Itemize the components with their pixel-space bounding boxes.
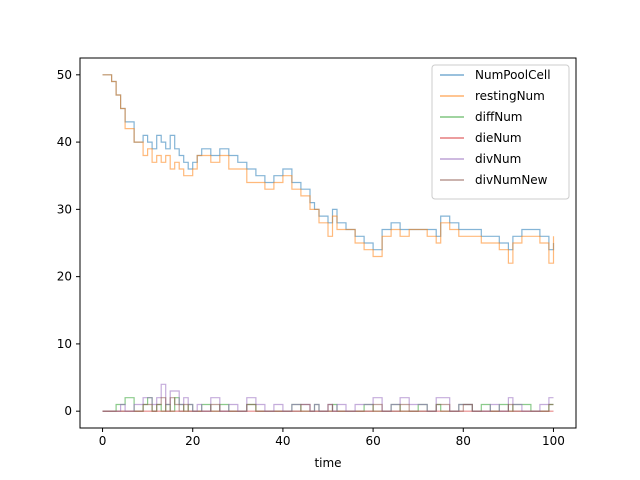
plot-frame xyxy=(79,57,577,429)
x-tick-label: 0 xyxy=(99,434,107,448)
x-tick-label: 20 xyxy=(185,434,200,448)
series-line-6 xyxy=(102,397,554,412)
series-layer xyxy=(102,74,555,412)
legend-label: divNumNew xyxy=(475,173,548,187)
y-tick-label: 50 xyxy=(57,68,72,82)
y-tick-label: 30 xyxy=(57,202,72,216)
x-tick-label: 60 xyxy=(365,434,380,448)
legend-label: NumPoolCell xyxy=(475,68,551,82)
x-axis: 0 20 40 60 80 100 xyxy=(99,428,565,448)
y-tick-label: 20 xyxy=(57,270,72,284)
y-axis: 0 10 20 30 40 50 xyxy=(57,68,80,418)
y-tick-label: 0 xyxy=(64,404,72,418)
legend-label: dieNum xyxy=(475,131,522,145)
legend-box xyxy=(431,64,570,200)
y-tick-label: 40 xyxy=(57,135,72,149)
legend: NumPoolCell restingNum diffNum dieNum divNum… xyxy=(431,64,570,200)
legend-label: diffNum xyxy=(475,110,523,124)
y-tick-label: 10 xyxy=(57,337,72,351)
x-axis-label: time xyxy=(314,456,341,470)
legend-label: restingNum xyxy=(475,89,545,103)
series-line-2 xyxy=(102,74,555,264)
x-tick-label: 100 xyxy=(542,434,565,448)
x-tick-label: 40 xyxy=(275,434,290,448)
legend-label: divNum xyxy=(475,152,521,166)
series-line-1 xyxy=(102,74,555,251)
x-tick-label: 80 xyxy=(456,434,471,448)
